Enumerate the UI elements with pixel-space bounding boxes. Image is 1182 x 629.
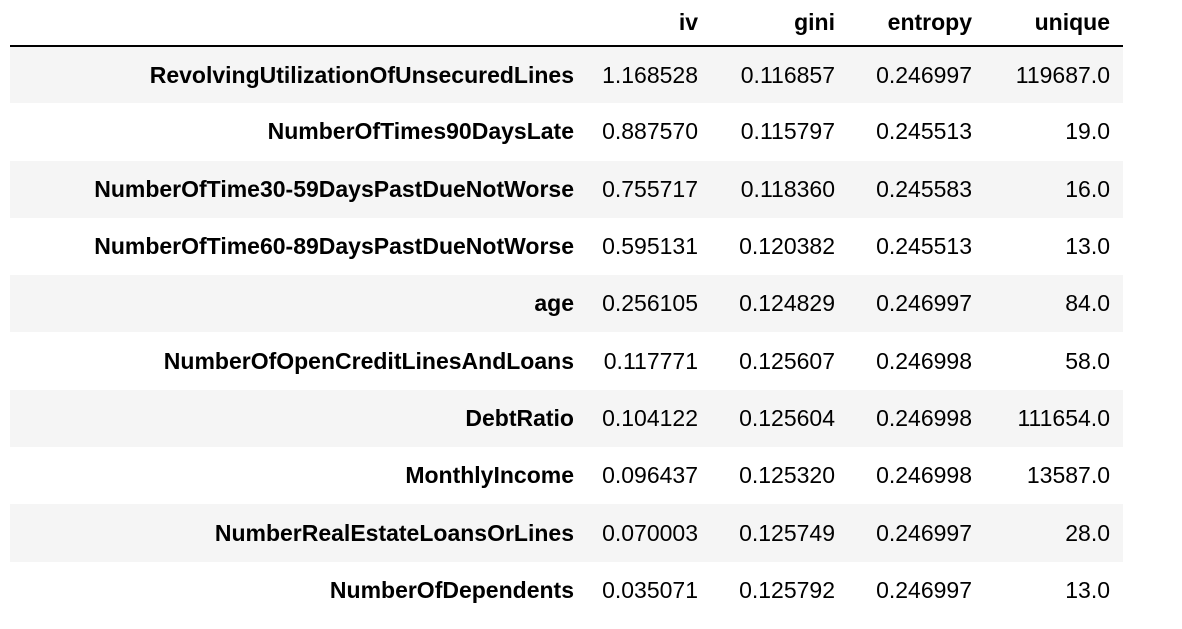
table-row: NumberOfTimes90DaysLate 0.887570 0.115797 0… [10, 103, 1123, 161]
row-index-label: DebtRatio [465, 404, 574, 431]
cell-unique: 119687.0 [1015, 61, 1110, 88]
cell-entropy: 0.246997 [876, 576, 972, 603]
cell-entropy: 0.245583 [876, 175, 972, 202]
table-row: NumberOfTime30-59DaysPastDueNotWorse 0.75… [10, 160, 1123, 218]
cell-iv: 0.595131 [602, 233, 698, 260]
header-index-blank [10, 0, 574, 47]
cell-iv: 0.256105 [602, 290, 698, 317]
cell-unique: 19.0 [1065, 118, 1110, 145]
row-index-label: NumberOfTimes90DaysLate [267, 118, 574, 145]
header-gini: gini [711, 0, 848, 47]
cell-unique: 28.0 [1065, 519, 1110, 546]
cell-unique: 13.0 [1065, 233, 1110, 260]
cell-unique: 58.0 [1065, 347, 1110, 374]
table-row: age 0.256105 0.124829 0.246997 84.0 [10, 275, 1123, 333]
header-iv: iv [574, 0, 711, 47]
row-index-label: NumberOfTime30-59DaysPastDueNotWorse [94, 175, 574, 202]
cell-iv: 0.035071 [602, 576, 698, 603]
table-row: MonthlyIncome 0.096437 0.125320 0.246998 135… [10, 447, 1123, 505]
cell-iv: 0.887570 [602, 118, 698, 145]
dataframe-output: iv gini entropy unique RevolvingUtilizat… [10, 0, 1123, 619]
cell-gini: 0.125607 [739, 347, 835, 374]
table-row: NumberRealEstateLoansOrLines 0.070003 0.12… [10, 504, 1123, 562]
row-index-label: NumberOfOpenCreditLinesAndLoans [163, 347, 574, 374]
cell-iv: 0.070003 [602, 519, 698, 546]
cell-unique: 111654.0 [1017, 404, 1110, 431]
cell-iv: 0.755717 [602, 175, 698, 202]
cell-gini: 0.125320 [739, 462, 835, 489]
cell-entropy: 0.245513 [876, 118, 972, 145]
cell-iv: 1.168528 [602, 61, 698, 88]
table-row: NumberOfOpenCreditLinesAndLoans 0.117771 0… [10, 332, 1123, 390]
cell-gini: 0.125604 [739, 404, 835, 431]
cell-iv: 0.117771 [603, 347, 698, 374]
cell-entropy: 0.246997 [876, 519, 972, 546]
cell-iv: 0.096437 [602, 462, 698, 489]
header-row: iv gini entropy unique [10, 0, 1123, 47]
cell-unique: 16.0 [1065, 175, 1110, 202]
cell-gini: 0.116857 [740, 61, 835, 88]
row-index-label: MonthlyIncome [405, 462, 574, 489]
row-index-label: NumberOfDependents [329, 576, 574, 603]
cell-gini: 0.125749 [739, 519, 835, 546]
cell-entropy: 0.245513 [876, 233, 972, 260]
header-entropy: entropy [848, 0, 985, 47]
cell-unique: 13.0 [1065, 576, 1110, 603]
cell-gini: 0.115797 [740, 118, 835, 145]
row-index-label: age [534, 290, 574, 317]
header-unique: unique [985, 0, 1123, 47]
cell-gini: 0.125792 [739, 576, 835, 603]
table-row: RevolvingUtilizationOfUnsecuredLines 1.16… [10, 46, 1123, 104]
cell-entropy: 0.246997 [876, 290, 972, 317]
row-index-label: RevolvingUtilizationOfUnsecuredLines [149, 61, 574, 88]
cell-entropy: 0.246997 [876, 61, 972, 88]
table-row: NumberOfDependents 0.035071 0.125792 0.2469… [10, 561, 1123, 619]
cell-gini: 0.120382 [739, 233, 835, 260]
cell-unique: 84.0 [1065, 290, 1110, 317]
row-index-label: NumberOfTime60-89DaysPastDueNotWorse [94, 233, 574, 260]
cell-entropy: 0.246998 [876, 462, 972, 489]
table-body: RevolvingUtilizationOfUnsecuredLines 1.16… [10, 46, 1123, 619]
table-row: DebtRatio 0.104122 0.125604 0.246998 111654.… [10, 389, 1123, 448]
cell-unique: 13587.0 [1026, 462, 1110, 489]
cell-iv: 0.104122 [602, 404, 698, 431]
cell-gini: 0.118360 [740, 175, 835, 202]
row-index-label: NumberRealEstateLoansOrLines [214, 519, 574, 546]
table-header: iv gini entropy unique [10, 0, 1123, 47]
dataframe-table: iv gini entropy unique RevolvingUtilizat… [10, 0, 1123, 619]
cell-entropy: 0.246998 [876, 347, 972, 374]
cell-entropy: 0.246998 [876, 404, 972, 431]
table-row: NumberOfTime60-89DaysPastDueNotWorse 0.59… [10, 217, 1123, 276]
cell-gini: 0.124829 [739, 290, 835, 317]
